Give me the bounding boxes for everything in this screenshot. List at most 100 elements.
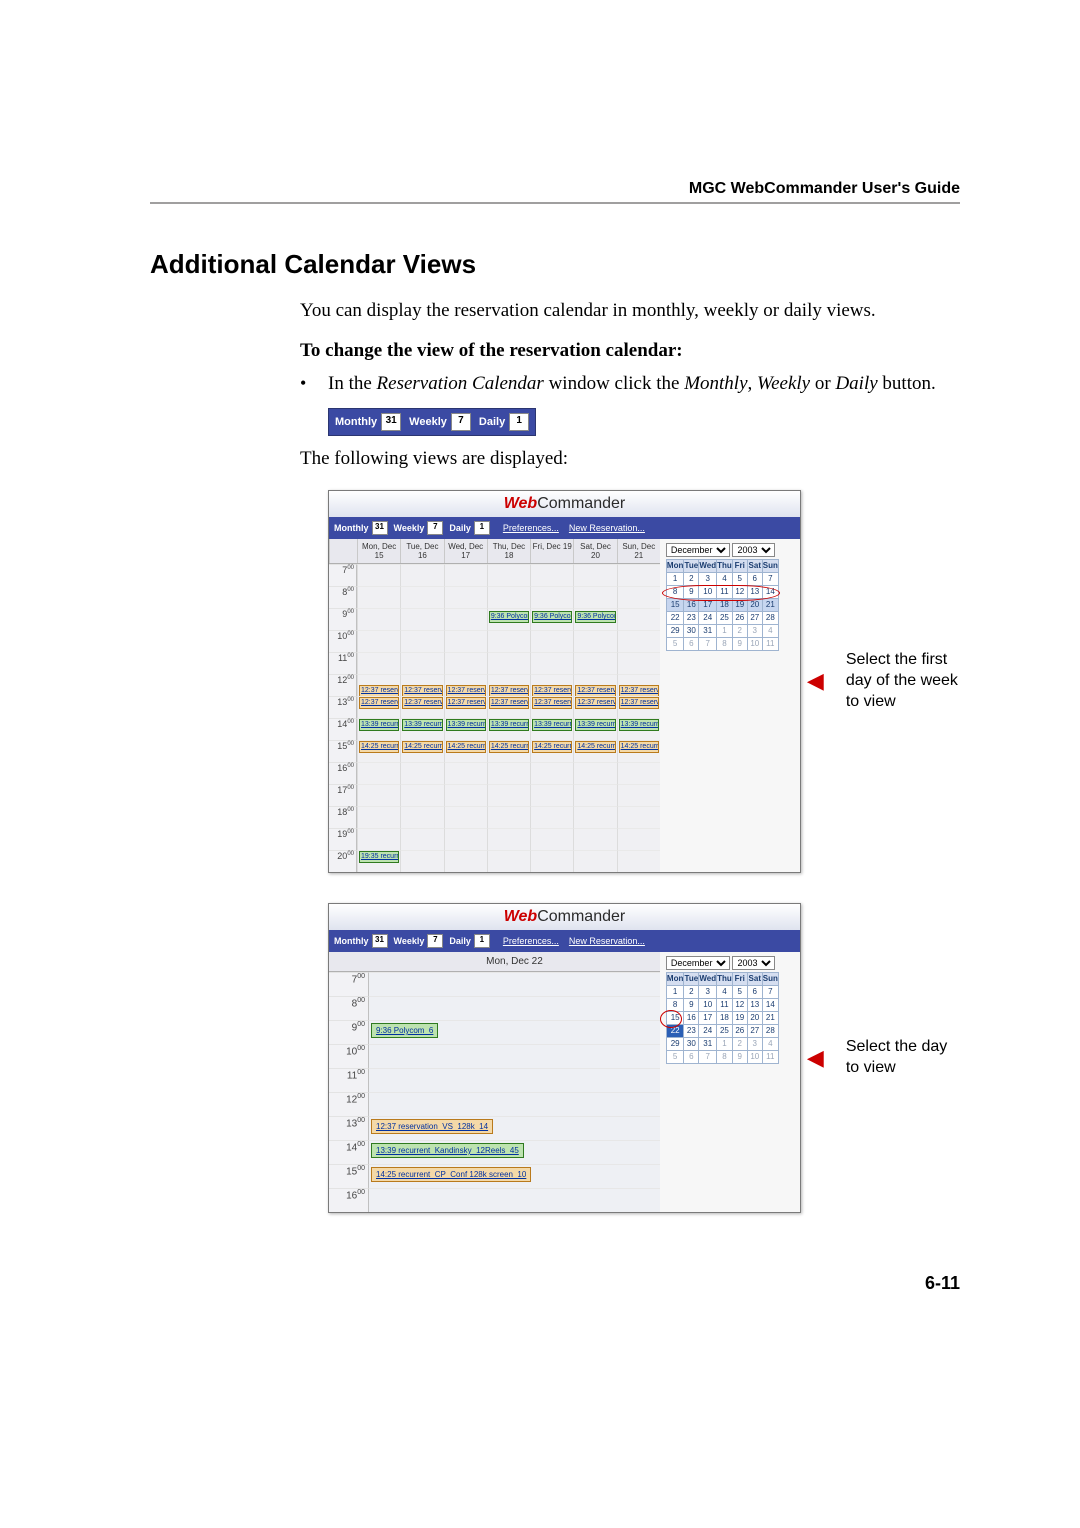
calendar-cell[interactable] xyxy=(357,784,400,806)
mini-day[interactable]: 9 xyxy=(684,585,699,598)
calendar-cell[interactable] xyxy=(573,652,616,674)
mini-day[interactable]: 25 xyxy=(717,1024,733,1037)
mini-day[interactable]: 9 xyxy=(732,1050,747,1063)
mini-day[interactable]: 8 xyxy=(717,637,733,650)
mini-calendar[interactable]: MonTueWedThuFriSatSun1234567891011121314… xyxy=(666,559,779,651)
calendar-cell[interactable]: 13:39 recurre xyxy=(400,718,443,740)
mini-day[interactable]: 18 xyxy=(717,1011,733,1024)
calendar-cell[interactable] xyxy=(444,784,487,806)
calendar-cell[interactable] xyxy=(369,1092,660,1116)
mini-day[interactable]: 15 xyxy=(666,598,683,611)
weekly-button[interactable]: Weekly7 xyxy=(391,932,447,950)
calendar-cell[interactable]: 9:36 Polycom_6 xyxy=(369,1020,660,1044)
calendar-cell[interactable] xyxy=(400,586,443,608)
calendar-cell[interactable]: 12:37 reserva xyxy=(487,696,530,718)
mini-day[interactable]: 11 xyxy=(717,998,733,1011)
mini-day[interactable]: 2 xyxy=(732,1037,747,1050)
mini-day[interactable]: 20 xyxy=(747,1011,762,1024)
calendar-cell[interactable] xyxy=(487,762,530,784)
month-select[interactable]: December xyxy=(666,543,730,557)
weekly-button[interactable]: Weekly7 xyxy=(405,411,475,433)
mini-day[interactable]: 29 xyxy=(666,1037,683,1050)
mini-day[interactable]: 26 xyxy=(732,611,747,624)
calendar-cell[interactable]: 14:25 recurre xyxy=(617,740,660,762)
calendar-cell[interactable] xyxy=(530,828,573,850)
daily-button[interactable]: Daily1 xyxy=(475,411,533,433)
calendar-cell[interactable] xyxy=(573,828,616,850)
calendar-cell[interactable] xyxy=(400,608,443,630)
mini-day[interactable]: 10 xyxy=(747,1050,762,1063)
calendar-cell[interactable] xyxy=(617,762,660,784)
calendar-cell[interactable]: 12:37 reserva xyxy=(444,674,487,696)
calendar-cell[interactable] xyxy=(573,630,616,652)
calendar-cell[interactable] xyxy=(400,784,443,806)
calendar-cell[interactable] xyxy=(617,564,660,586)
new-reservation-link[interactable]: New Reservation... xyxy=(569,523,645,533)
event-block[interactable]: 9:36 Polycom_6 xyxy=(371,1023,438,1038)
mini-day[interactable]: 2 xyxy=(684,985,699,998)
mini-day[interactable]: 16 xyxy=(684,1011,699,1024)
mini-day[interactable]: 9 xyxy=(732,637,747,650)
monthly-button[interactable]: Monthly31 xyxy=(331,932,391,950)
new-reservation-link[interactable]: New Reservation... xyxy=(569,936,645,946)
calendar-cell[interactable] xyxy=(400,850,443,872)
calendar-cell[interactable] xyxy=(444,806,487,828)
calendar-cell[interactable] xyxy=(487,828,530,850)
calendar-cell[interactable]: 12:37 reserva xyxy=(573,696,616,718)
calendar-cell[interactable]: 12:37 reserva xyxy=(617,674,660,696)
mini-day[interactable]: 3 xyxy=(699,572,717,585)
mini-day[interactable]: 6 xyxy=(684,637,699,650)
calendar-cell[interactable] xyxy=(444,850,487,872)
calendar-cell[interactable] xyxy=(369,1188,660,1212)
event-block[interactable]: 13:39 recurrent_Kandinsky_12Reels_45 xyxy=(371,1143,524,1158)
mini-day[interactable]: 22 xyxy=(666,611,683,624)
calendar-cell[interactable] xyxy=(400,630,443,652)
calendar-cell[interactable]: 12:37 reserva xyxy=(357,674,400,696)
event-block[interactable]: 14:25 recurrent_CP_Conf 128k screen_10 xyxy=(371,1167,531,1182)
calendar-cell[interactable]: 13:39 recurre xyxy=(487,718,530,740)
calendar-cell[interactable]: 13:39 recurre xyxy=(444,718,487,740)
mini-day[interactable]: 3 xyxy=(747,1037,762,1050)
mini-day[interactable]: 13 xyxy=(747,585,762,598)
calendar-cell[interactable] xyxy=(444,564,487,586)
calendar-cell[interactable] xyxy=(369,972,660,996)
calendar-cell[interactable]: 14:25 recurre xyxy=(444,740,487,762)
calendar-cell[interactable] xyxy=(530,806,573,828)
mini-day[interactable]: 27 xyxy=(747,611,762,624)
calendar-cell[interactable] xyxy=(617,586,660,608)
calendar-cell[interactable] xyxy=(530,564,573,586)
mini-day[interactable]: 14 xyxy=(762,585,778,598)
calendar-cell[interactable] xyxy=(530,630,573,652)
mini-day[interactable]: 19 xyxy=(732,598,747,611)
calendar-cell[interactable] xyxy=(573,586,616,608)
calendar-cell[interactable] xyxy=(357,762,400,784)
calendar-cell[interactable] xyxy=(357,806,400,828)
calendar-cell[interactable]: 12:37 reserva xyxy=(487,674,530,696)
calendar-cell[interactable]: 14:25 recurre xyxy=(573,740,616,762)
calendar-cell[interactable] xyxy=(617,828,660,850)
monthly-button[interactable]: Monthly31 xyxy=(331,411,405,433)
mini-day[interactable]: 22 xyxy=(666,1024,683,1037)
mini-day[interactable]: 2 xyxy=(684,572,699,585)
mini-day[interactable]: 1 xyxy=(666,985,683,998)
mini-day[interactable]: 7 xyxy=(762,572,778,585)
calendar-cell[interactable] xyxy=(400,564,443,586)
mini-day[interactable]: 1 xyxy=(717,624,733,637)
calendar-cell[interactable]: 9:36 Polycom xyxy=(487,608,530,630)
calendar-cell[interactable]: 13:39 recurre xyxy=(617,718,660,740)
calendar-cell[interactable] xyxy=(617,806,660,828)
calendar-cell[interactable] xyxy=(573,564,616,586)
calendar-cell[interactable] xyxy=(400,762,443,784)
mini-day[interactable]: 24 xyxy=(699,1024,717,1037)
mini-day[interactable]: 16 xyxy=(684,598,699,611)
mini-day[interactable]: 21 xyxy=(762,598,778,611)
calendar-cell[interactable] xyxy=(369,996,660,1020)
preferences-link[interactable]: Preferences... xyxy=(503,936,559,946)
event-block[interactable]: 12:37 reservation_VS_128k_14 xyxy=(371,1119,493,1134)
calendar-cell[interactable] xyxy=(357,652,400,674)
calendar-cell[interactable] xyxy=(530,586,573,608)
mini-day[interactable]: 6 xyxy=(684,1050,699,1063)
mini-day[interactable]: 12 xyxy=(732,585,747,598)
calendar-cell[interactable] xyxy=(617,608,660,630)
calendar-cell[interactable] xyxy=(487,652,530,674)
